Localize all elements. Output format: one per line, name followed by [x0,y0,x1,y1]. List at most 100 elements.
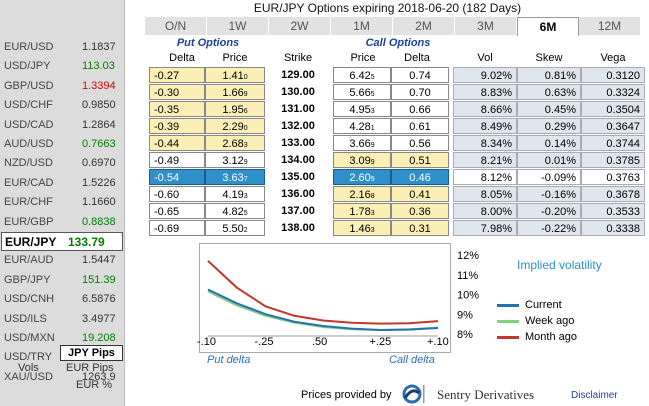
pair-symbol: EUR/CAD [4,176,54,189]
legend-item: Week ago [497,314,627,328]
tab-on[interactable]: O/N [145,17,207,35]
put-price-cell[interactable]: 5.502 [205,220,265,236]
call-delta-cell[interactable]: 0.51 [391,152,449,168]
call-delta-cell[interactable]: 0.74 [391,67,449,83]
legend-label: Month ago [525,331,577,343]
eur-percent-option[interactable]: EUR % [76,379,113,391]
call-delta-cell[interactable]: 0.66 [391,101,449,117]
put-delta-cell[interactable]: -0.60 [149,186,205,202]
pair-rate: 0.7663 [82,138,116,150]
tab-1w[interactable]: 1W [207,17,269,35]
tab-6m[interactable]: 6M [517,17,579,36]
put-delta-cell[interactable]: -0.35 [149,101,205,117]
currency-pair-aud-usd[interactable]: AUD/USD 0.7663 [0,135,124,154]
price-pip: 3 [243,193,248,200]
call-delta-cell[interactable]: 0.61 [391,118,449,134]
put-delta-cell[interactable]: -0.49 [149,152,205,168]
pair-symbol: EUR/GBP [4,215,54,228]
currency-pair-usd-cad[interactable]: USD/CAD 1.2864 [0,116,124,135]
currency-pair-usd-jpy[interactable]: USD/JPY 113.03 [0,57,124,76]
col-call-delta: Delta [404,52,430,64]
tab-2m[interactable]: 2M [393,17,455,35]
call-price-cell[interactable]: 3.099 [333,152,391,168]
disclaimer-link[interactable]: Disclaimer [571,390,618,401]
put-price-cell[interactable]: 3.637 [205,169,265,185]
call-price-cell[interactable]: 5.665 [333,84,391,100]
currency-pair-xau-usd[interactable]: XAU/USD 1263.9 [0,368,124,387]
call-delta-cell[interactable]: 0.31 [391,220,449,236]
call-price-cell[interactable]: 6.425 [333,67,391,83]
call-delta-cell[interactable]: 0.36 [391,203,449,219]
sentry-derivatives-brand[interactable]: Sentry Derivatives [437,387,535,402]
put-delta-cell[interactable]: -0.69 [149,220,205,236]
call-price-cell[interactable]: 4.953 [333,101,391,117]
put-delta-cell[interactable]: -0.30 [149,84,205,100]
currency-pair-sidebar: EUR/USD 1.1837 USD/JPY 113.03 GBP/USD 1.3394 U… [0,0,124,406]
currency-pair-eur-jpy[interactable]: EUR/JPY 133.79 [1,232,123,252]
put-price-cell[interactable]: 3.129 [205,152,265,168]
tab-1m[interactable]: 1M [331,17,393,35]
options-panel: EUR/JPY Options expiring 2018-06-20 (182… [124,0,649,406]
call-price-cell[interactable]: 2.168 [333,186,391,202]
price-main: 4.28 [349,121,371,133]
currency-pair-gbp-jpy[interactable]: GBP/JPY 151.39 [0,271,124,290]
put-delta-cell[interactable]: -0.39 [149,118,205,134]
call-price-cell[interactable]: 1.463 [333,220,391,236]
put-price-cell[interactable]: 1.669 [205,84,265,100]
price-pip: 9 [370,142,375,149]
price-pip: 0 [243,74,248,81]
price-pip: 3 [370,108,375,115]
currency-pair-usd-cnh[interactable]: USD/CNH 6.5876 [0,290,124,309]
currency-pair-usd-chf[interactable]: USD/CHF 0.9850 [0,96,124,115]
put-price-cell[interactable]: 1.410 [205,67,265,83]
currency-pair-eur-chf[interactable]: EUR/CHF 1.1660 [0,193,124,212]
currency-pair-eur-usd[interactable]: EUR/USD 1.1837 [0,38,124,57]
price-main: 3.63 [222,172,244,184]
put-delta-cell[interactable]: -0.27 [149,67,205,83]
price-pip: 9 [370,159,375,166]
legend-swatch [497,304,519,307]
call-delta-cell[interactable]: 0.70 [391,84,449,100]
call-price-cell[interactable]: 4.281 [333,118,391,134]
put-price-cell[interactable]: 4.193 [205,186,265,202]
eur-pips-option[interactable]: EUR Pips [66,362,114,374]
strike-cell: 133.00 [281,137,315,149]
strike-cell: 129.00 [281,69,315,81]
put-price-cell[interactable]: 2.683 [205,135,265,151]
price-main: 2.16 [349,189,371,201]
call-delta-cell[interactable]: 0.41 [391,186,449,202]
vol-cell: 8.21% [453,152,517,168]
put-delta-cell[interactable]: -0.54 [149,169,205,185]
call-delta-cell[interactable]: 0.56 [391,135,449,151]
vega-cell: 0.3785 [581,152,645,168]
tab-12m[interactable]: 12M [579,17,641,35]
put-price-cell[interactable]: 1.956 [205,101,265,117]
expiry-tabs: O/N 1W 2W 1M 2M 3M 6M 12M [145,17,645,36]
tab-2w[interactable]: 2W [269,17,331,35]
vol-cell: 8.49% [453,118,517,134]
currency-pair-nzd-usd[interactable]: NZD/USD 0.6970 [0,154,124,173]
tab-3m[interactable]: 3M [455,17,517,35]
jpy-pips-button[interactable]: JPY Pips [60,345,123,361]
call-price-cell[interactable]: 1.783 [333,203,391,219]
pair-rate: 113.03 [82,60,115,73]
price-main: 1.95 [222,104,244,116]
put-price-cell[interactable]: 2.290 [205,118,265,134]
skew-cell: -0.09% [517,169,581,185]
vega-cell: 0.3763 [581,169,645,185]
call-price-cell[interactable]: 2.609 [333,169,391,185]
put-delta-cell[interactable]: -0.65 [149,203,205,219]
currency-pair-usd-mxn[interactable]: USD/MXN 19.208 [0,329,124,348]
put-price-cell[interactable]: 4.825 [205,203,265,219]
currency-pair-eur-gbp[interactable]: EUR/GBP 0.8838 [0,213,124,232]
price-main: 1.66 [222,87,244,99]
currency-pair-eur-cad[interactable]: EUR/CAD 1.5226 [0,174,124,193]
put-delta-cell[interactable]: -0.44 [149,135,205,151]
col-strike: Strike [283,52,313,64]
currency-pair-gbp-usd[interactable]: GBP/USD 1.3394 [0,77,124,96]
currency-pair-eur-aud[interactable]: EUR/AUD 1.5447 [0,251,124,270]
call-price-cell[interactable]: 3.669 [333,135,391,151]
currency-pair-usd-ils[interactable]: USD/ILS 3.4977 [0,310,124,329]
vega-cell: 0.3120 [581,67,645,83]
call-delta-cell[interactable]: 0.46 [391,169,449,185]
